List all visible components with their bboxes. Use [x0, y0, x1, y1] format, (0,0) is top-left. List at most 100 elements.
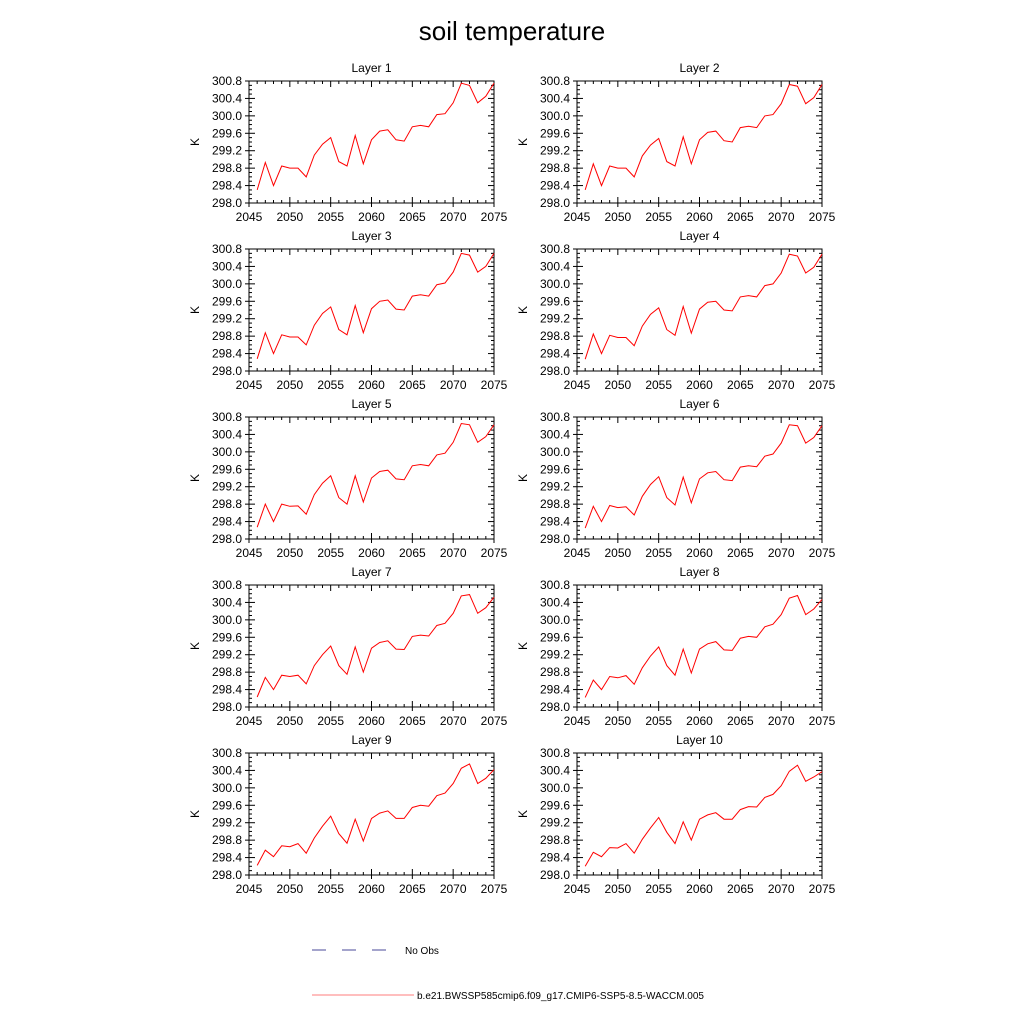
y-axis-label: K — [516, 474, 530, 482]
y-tick-label: 298.8 — [212, 161, 242, 175]
plot-frame — [576, 80, 823, 204]
panel-layer-4: Layer 4 K 298.0 298.4 298.8 299.2 299.6 300.0 30… — [516, 229, 836, 392]
y-tick-label: 298.4 — [540, 347, 570, 361]
x-tick-label: 2045 — [564, 378, 591, 392]
series-line-layer-3 — [256, 252, 495, 359]
x-tick-label: 2050 — [276, 378, 303, 392]
panel-title: Layer 6 — [679, 397, 719, 411]
y-tick-label: 300.8 — [212, 410, 242, 424]
x-tick-label: 2070 — [440, 210, 467, 224]
x-tick-label: 2060 — [686, 714, 713, 728]
panel-title: Layer 2 — [679, 61, 719, 75]
figure-title: soil temperature — [419, 16, 605, 46]
x-tick-label: 2075 — [809, 546, 836, 560]
x-tick-label: 2060 — [358, 714, 385, 728]
y-tick-label: 298.8 — [540, 665, 570, 679]
y-tick-label: 300.4 — [212, 763, 242, 777]
y-tick-label: 300.4 — [212, 595, 242, 609]
y-tick-label: 300.0 — [540, 781, 570, 795]
y-tick-label: 299.2 — [212, 816, 242, 830]
y-tick-label: 300.0 — [540, 613, 570, 627]
x-tick-label: 2065 — [399, 546, 426, 560]
panel-title: Layer 1 — [351, 61, 391, 75]
y-tick-label: 298.0 — [540, 364, 570, 378]
x-tick-label: 2050 — [276, 210, 303, 224]
y-tick-label: 299.2 — [540, 312, 570, 326]
plot-frame — [248, 80, 495, 204]
x-tick-label: 2045 — [564, 546, 591, 560]
plot-frame — [576, 752, 823, 876]
y-tick-label: 298.8 — [540, 329, 570, 343]
panel-layer-5: Layer 5 K 298.0 298.4 298.8 299.2 299.6 300.0 30… — [188, 397, 508, 560]
x-tick-label: 2065 — [727, 882, 754, 896]
y-tick-label: 300.0 — [540, 445, 570, 459]
x-tick-label: 2060 — [358, 546, 385, 560]
y-tick-label: 298.4 — [212, 515, 242, 529]
legend: No Obs b.e21.BWSSP585cmip6.f09_g17.CMIP6… — [312, 946, 704, 1002]
panel-title: Layer 3 — [351, 229, 391, 243]
x-tick-label: 2045 — [564, 882, 591, 896]
y-tick-label: 300.8 — [540, 242, 570, 256]
plot-frame — [248, 584, 495, 708]
series-line-layer-8 — [584, 594, 823, 698]
panel-layer-10: Layer 10 K 298.0 298.4 298.8 299.2 299.6 300.0 3… — [516, 733, 836, 896]
panel-layer-2: Layer 2 K 298.0 298.4 298.8 299.2 299.6 300.0 30… — [516, 61, 836, 224]
x-tick-label: 2075 — [481, 714, 508, 728]
x-tick-label: 2075 — [481, 210, 508, 224]
y-tick-label: 300.4 — [540, 91, 570, 105]
series-line-layer-7 — [256, 594, 495, 698]
y-tick-label: 298.0 — [540, 532, 570, 546]
x-tick-label: 2050 — [276, 714, 303, 728]
y-tick-label: 299.2 — [540, 144, 570, 158]
x-tick-label: 2070 — [768, 210, 795, 224]
y-tick-label: 300.0 — [212, 613, 242, 627]
y-tick-label: 299.6 — [540, 126, 570, 140]
panel-layer-6: Layer 6 K 298.0 298.4 298.8 299.2 299.6 300.0 30… — [516, 397, 836, 560]
y-tick-label: 299.2 — [212, 480, 242, 494]
y-tick-label: 300.4 — [212, 91, 242, 105]
x-tick-label: 2065 — [399, 714, 426, 728]
x-tick-label: 2070 — [440, 378, 467, 392]
x-tick-label: 2070 — [440, 882, 467, 896]
y-tick-label: 298.4 — [212, 851, 242, 865]
y-tick-label: 300.8 — [540, 746, 570, 760]
x-tick-label: 2065 — [727, 546, 754, 560]
y-tick-label: 298.4 — [540, 179, 570, 193]
x-tick-label: 2065 — [399, 882, 426, 896]
series-line-layer-1 — [256, 82, 495, 191]
y-tick-label: 300.4 — [540, 763, 570, 777]
x-tick-label: 2045 — [236, 882, 263, 896]
x-tick-label: 2055 — [317, 882, 344, 896]
y-axis-label: K — [516, 138, 530, 146]
y-tick-label: 298.8 — [212, 833, 242, 847]
x-tick-label: 2050 — [604, 882, 631, 896]
x-tick-label: 2045 — [564, 210, 591, 224]
y-tick-label: 299.6 — [212, 798, 242, 812]
y-tick-label: 298.8 — [540, 161, 570, 175]
y-axis-label: K — [188, 642, 202, 650]
y-tick-label: 298.8 — [540, 497, 570, 511]
x-tick-label: 2050 — [276, 546, 303, 560]
y-tick-label: 300.8 — [212, 74, 242, 88]
y-tick-label: 299.2 — [540, 480, 570, 494]
panel-title: Layer 8 — [679, 565, 719, 579]
y-tick-label: 300.8 — [212, 242, 242, 256]
y-tick-label: 298.8 — [540, 833, 570, 847]
panel-layer-1: Layer 1 K 298.0 298.4 298.8 299.2 299.6 300.0 30… — [188, 61, 508, 224]
x-tick-label: 2060 — [358, 210, 385, 224]
y-tick-label: 299.6 — [212, 630, 242, 644]
y-tick-label: 298.0 — [212, 196, 242, 210]
x-tick-label: 2055 — [645, 882, 672, 896]
x-tick-label: 2045 — [236, 378, 263, 392]
series-line-layer-10 — [584, 764, 823, 867]
y-tick-label: 298.4 — [540, 515, 570, 529]
plot-frame — [576, 416, 823, 540]
x-tick-label: 2065 — [727, 210, 754, 224]
x-tick-label: 2065 — [727, 378, 754, 392]
series-line-layer-2 — [584, 83, 823, 191]
x-tick-label: 2065 — [399, 378, 426, 392]
x-tick-label: 2065 — [399, 210, 426, 224]
series-line-layer-4 — [584, 253, 823, 360]
y-tick-label: 299.2 — [540, 648, 570, 662]
x-tick-label: 2045 — [236, 210, 263, 224]
